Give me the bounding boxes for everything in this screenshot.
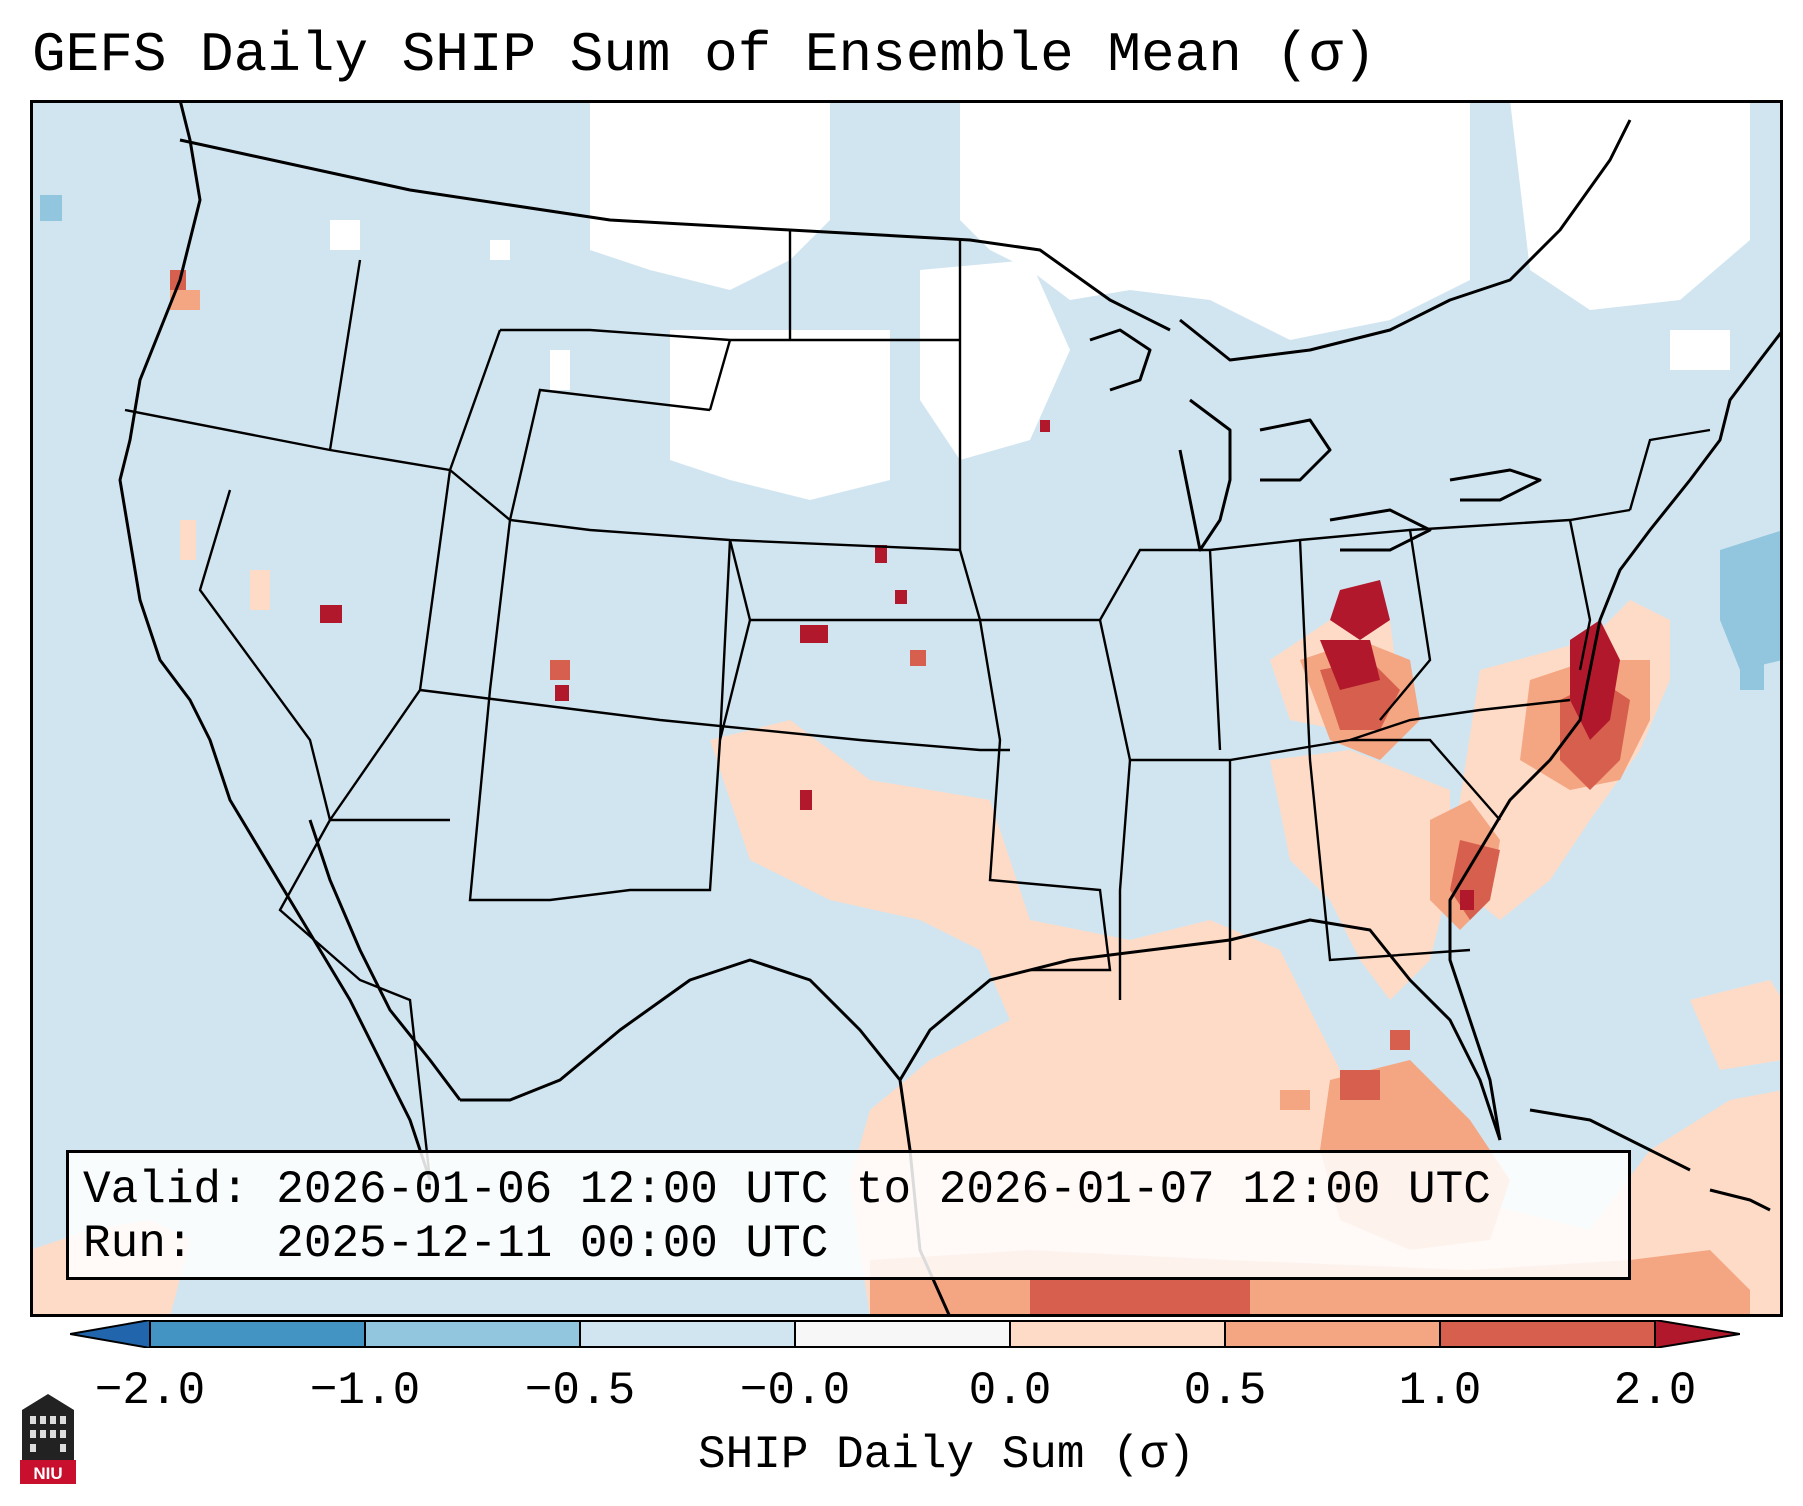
colorbar-tick: −0.5 [524,1365,636,1417]
colorbar-label: SHIP Daily Sum (σ) [698,1429,1195,1481]
valid-time-text: Valid: 2026-01-06 12:00 UTC to 2026-01-0… [83,1164,1491,1216]
colorbar-segment-5 [1010,1320,1225,1348]
colorbar-tick: 0.5 [1183,1365,1267,1417]
colorbar-tick: 0.0 [968,1365,1052,1417]
logo-text: NIU [33,1464,62,1483]
colorbar-tick: −0.0 [739,1365,851,1417]
colorbar-low-extend [70,1320,151,1348]
run-time-text: Run: 2025-12-11 00:00 UTC [83,1218,829,1270]
colorbar-segment-7 [1440,1320,1655,1348]
colorbar-segment-1 [150,1320,365,1348]
colorbar-segment-3 [580,1320,795,1348]
niu-logo-icon: NIU [20,1394,76,1484]
colorbar-high-extend [1654,1320,1740,1348]
map-panel [30,100,1783,1317]
colorbar-tick: −1.0 [309,1365,421,1417]
map-frame [30,100,1783,1317]
colorbar-tick: 2.0 [1613,1365,1697,1417]
positive-anomalies-extreme [320,420,1620,910]
colorbar-segment-2 [365,1320,580,1348]
colorbar-segment-6 [1225,1320,1440,1348]
colorbar-tick: −2.0 [94,1365,206,1417]
colorbar-tick: 1.0 [1398,1365,1482,1417]
state-borders [124,230,1711,1181]
colorbar-segment-4 [795,1320,1010,1348]
map-title: GEFS Daily SHIP Sum of Ensemble Mean (σ) [32,23,1377,87]
valid-run-info-box: Valid: 2026-01-06 12:00 UTC to 2026-01-0… [66,1150,1631,1280]
colorbar [70,1320,1740,1348]
neutral-regions [330,100,1750,500]
